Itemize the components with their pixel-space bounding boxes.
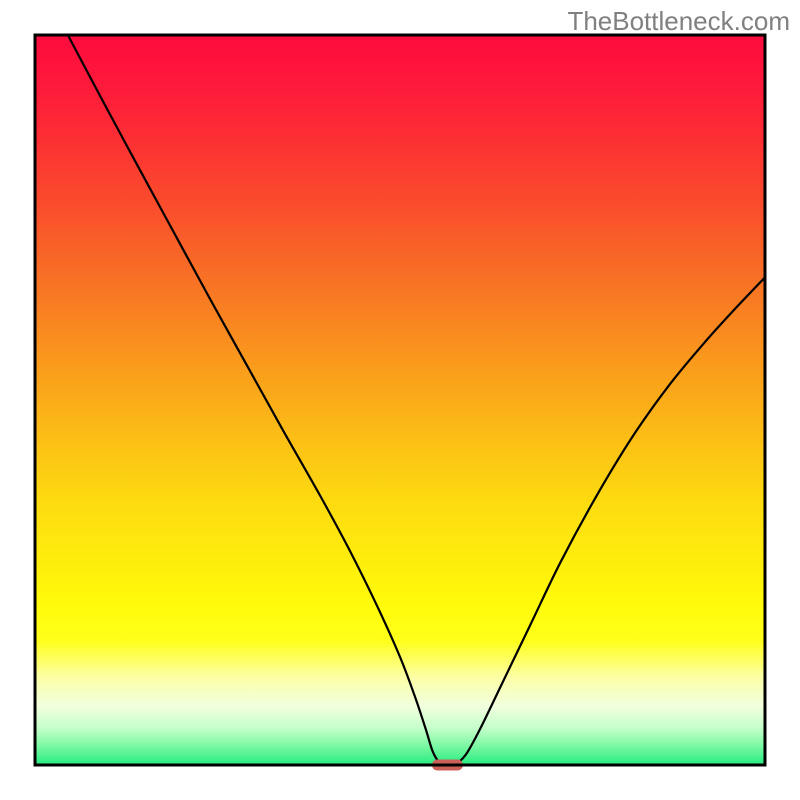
chart-svg	[0, 0, 800, 800]
chart-stage: TheBottleneck.com	[0, 0, 800, 800]
